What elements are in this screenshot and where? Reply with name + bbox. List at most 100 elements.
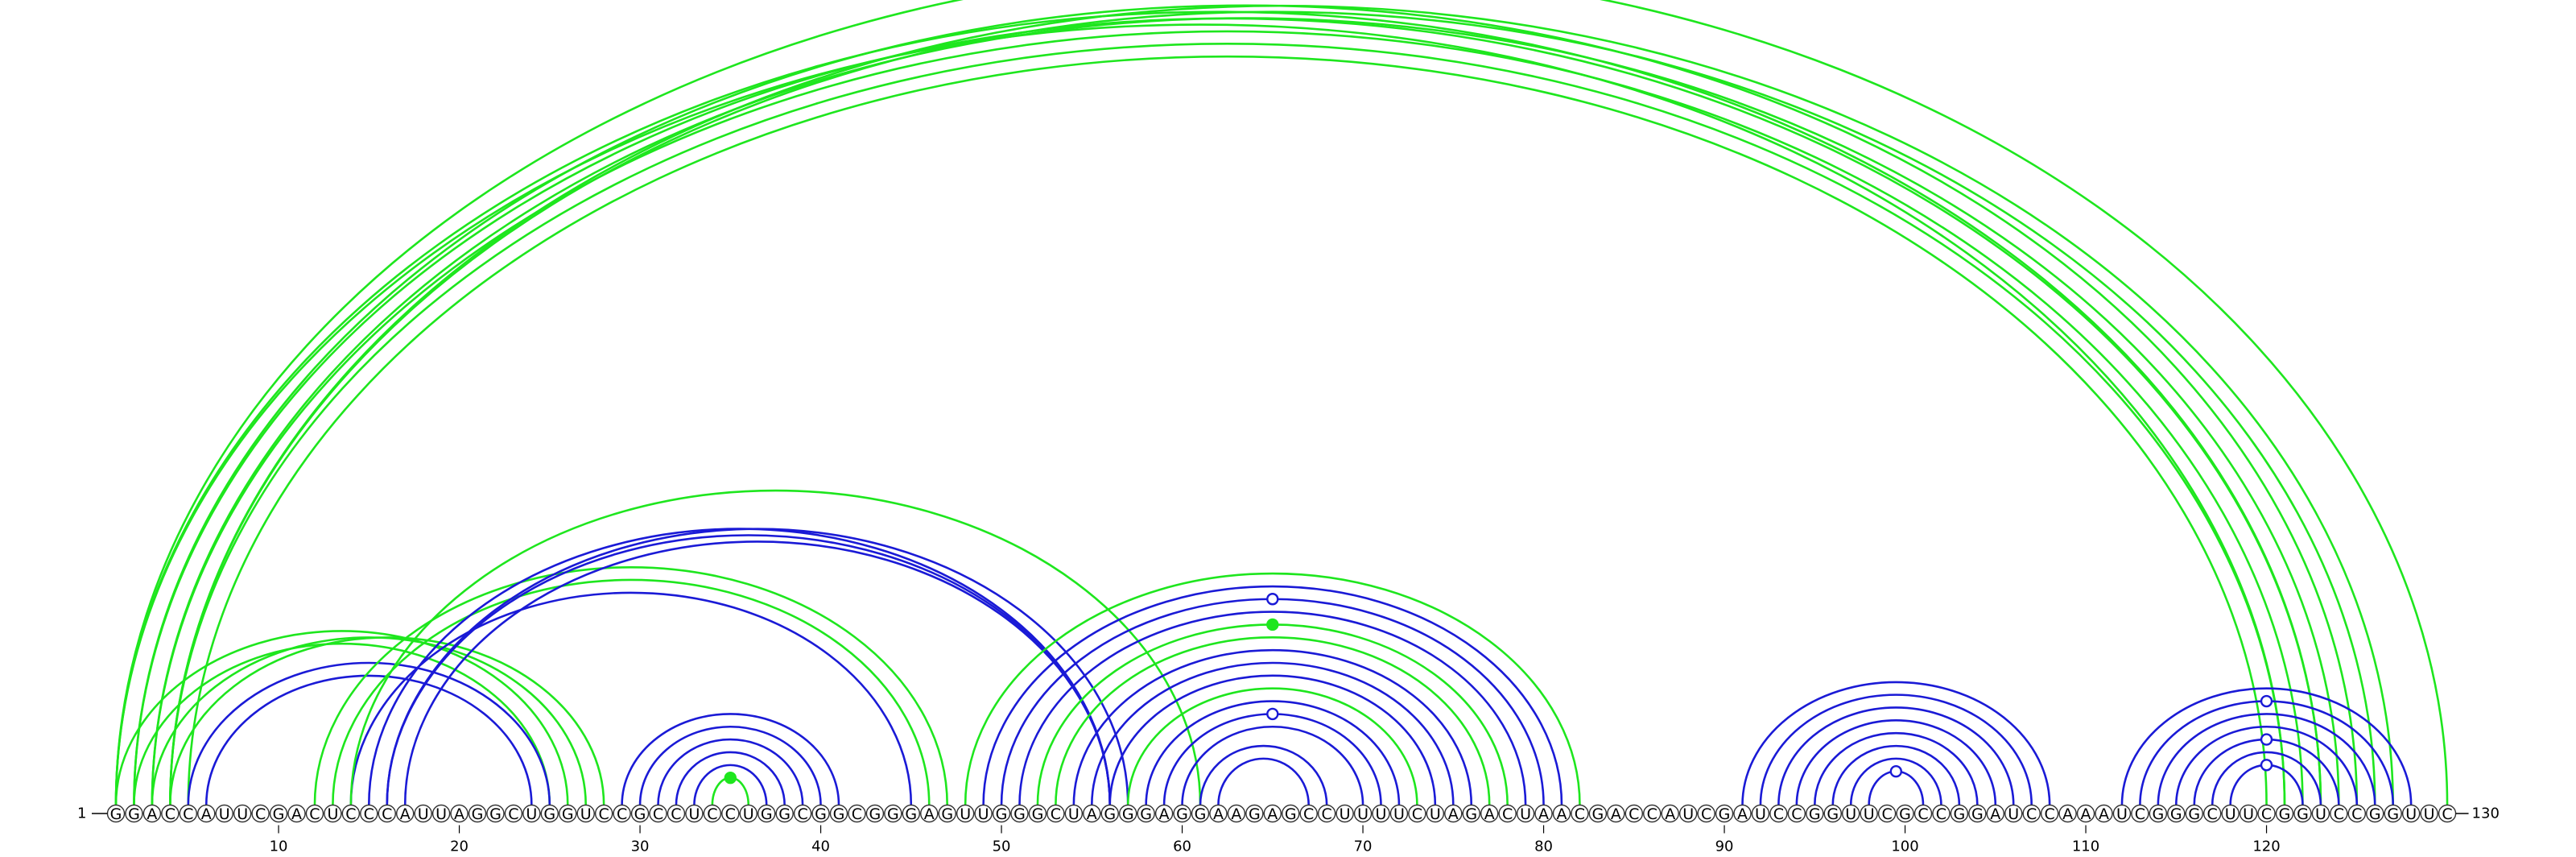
nucleotide-circle — [1010, 804, 1029, 823]
nucleotide-circle — [1552, 804, 1571, 823]
nucleotide-letter: C — [2334, 805, 2344, 823]
nucleotide: G — [1968, 804, 1987, 823]
nucleotide: A — [1661, 804, 1679, 823]
nucleotide-letter: C — [1629, 805, 1639, 823]
nucleotide-circle — [2384, 804, 2402, 823]
nucleotide-letter: C — [2207, 805, 2218, 823]
arc-5-25 — [187, 661, 551, 805]
nucleotide: U — [1353, 804, 1373, 823]
nucleotide-letter: C — [707, 805, 717, 823]
nucleotide-letter: A — [1538, 805, 1549, 823]
arc-17-56 — [403, 540, 1112, 805]
nucleotide-circle — [1715, 804, 1734, 823]
nucleotide-circle — [2275, 804, 2294, 823]
nucleotide-letter: G — [110, 805, 122, 823]
nucleotide-circle — [1408, 804, 1426, 823]
nucleotide-circle — [1083, 804, 1101, 823]
nucleotide-letter: A — [1159, 805, 1170, 823]
nucleotide-circle — [1787, 804, 1806, 823]
nucleotide-circle — [197, 804, 216, 823]
nucleotide: G — [829, 804, 848, 823]
nucleotide-circle — [396, 804, 415, 823]
nucleotide: C — [848, 804, 866, 823]
nucleotide: A — [1534, 804, 1553, 823]
arc-57-73 — [1126, 687, 1418, 805]
nucleotide: G — [938, 804, 956, 823]
nucleotide-circle — [1317, 804, 1336, 823]
nucleotide: C — [1769, 804, 1788, 823]
nucleotide: G — [2167, 804, 2186, 823]
nucleotide: C — [1408, 804, 1426, 823]
nucleotide-circle — [2004, 804, 2023, 823]
arc-62-67 — [1217, 757, 1310, 805]
nucleotide-circle — [1697, 804, 1715, 823]
nucleotide-circle — [1733, 804, 1752, 823]
nucleotide-circle — [2330, 804, 2348, 823]
nucleotide: C — [1498, 804, 1517, 823]
nucleotide-letter: U — [219, 805, 230, 823]
nucleotide: U — [1064, 804, 1084, 823]
arc-53-77 — [1055, 636, 1491, 805]
nucleotide-letter: U — [1755, 805, 1766, 823]
nucleotide: A — [197, 804, 216, 823]
nucleotide-letter: A — [2062, 805, 2073, 823]
nucleotide-circle — [251, 804, 270, 823]
nucleotide-circle — [305, 804, 324, 823]
nucleotide: C — [504, 804, 523, 823]
nucleotide-letter: U — [960, 805, 971, 823]
nucleotide-letter: G — [1195, 805, 1207, 823]
nucleotide-circle — [829, 804, 848, 823]
nucleotide-letter: G — [1719, 805, 1731, 823]
arc-94-105 — [1795, 719, 1997, 805]
nucleotide-letter: C — [1918, 805, 1928, 823]
nucleotide-letter: G — [1827, 805, 1839, 823]
nucleotide-circle — [1986, 804, 2005, 823]
nucleotide: G — [811, 804, 830, 823]
nucleotide-circle — [2149, 804, 2168, 823]
arc-marker-59-71 — [1266, 707, 1279, 721]
nucleotide: C — [594, 804, 613, 823]
nucleotide-letter: U — [1376, 805, 1387, 823]
nucleotide-letter: U — [688, 805, 700, 823]
nucleotide: C — [667, 804, 686, 823]
nucleotide: A — [1444, 804, 1463, 823]
nucleotide: G — [269, 804, 288, 823]
nucleotide-circle — [468, 804, 487, 823]
nucleotide-circle — [540, 804, 559, 823]
nucleotide-letter: A — [1665, 805, 1675, 823]
nucleotide: C — [2438, 804, 2457, 823]
nucleotide-circle — [1209, 804, 1228, 823]
nucleotide-letter: G — [1465, 805, 1477, 823]
nucleotide: C — [179, 804, 198, 823]
nucleotide: C — [341, 804, 361, 823]
arc-112-128 — [2120, 687, 2413, 805]
nucleotide-letter: C — [1575, 805, 1585, 823]
nucleotide-circle — [2167, 804, 2186, 823]
tick-label: 110 — [2072, 838, 2099, 855]
nucleotide-letter: C — [255, 805, 266, 823]
nucleotide: U — [522, 804, 541, 823]
nucleotide-letter: U — [1430, 805, 1441, 823]
nucleotide-circle — [793, 804, 812, 823]
nucleotide-circle — [1769, 804, 1788, 823]
nucleotide: G — [1806, 804, 1824, 823]
nucleotide: U — [1389, 804, 1409, 823]
arc-91-108 — [1741, 681, 2051, 805]
arc-1-26 — [114, 630, 569, 805]
nucleotide-letter: C — [508, 805, 518, 823]
nucleotide-letter: U — [2116, 805, 2128, 823]
nucleotide-circle — [1806, 804, 1824, 823]
nucleotide-letter: G — [1592, 805, 1604, 823]
arc-95-104 — [1814, 731, 1979, 805]
nucleotide-circle — [594, 804, 613, 823]
nucleotide: U — [956, 804, 975, 823]
nucleotide-circle — [1154, 804, 1174, 823]
nucleotide-circle — [2131, 804, 2149, 823]
nucleotide-letter: G — [2369, 805, 2381, 823]
nucleotide-letter: C — [1773, 805, 1784, 823]
nucleotide-circle — [630, 804, 650, 823]
arc-16-56 — [386, 534, 1112, 805]
nucleotide: G — [486, 804, 505, 823]
nucleotide: G — [758, 804, 776, 823]
nucleotide-letter: A — [454, 805, 464, 823]
